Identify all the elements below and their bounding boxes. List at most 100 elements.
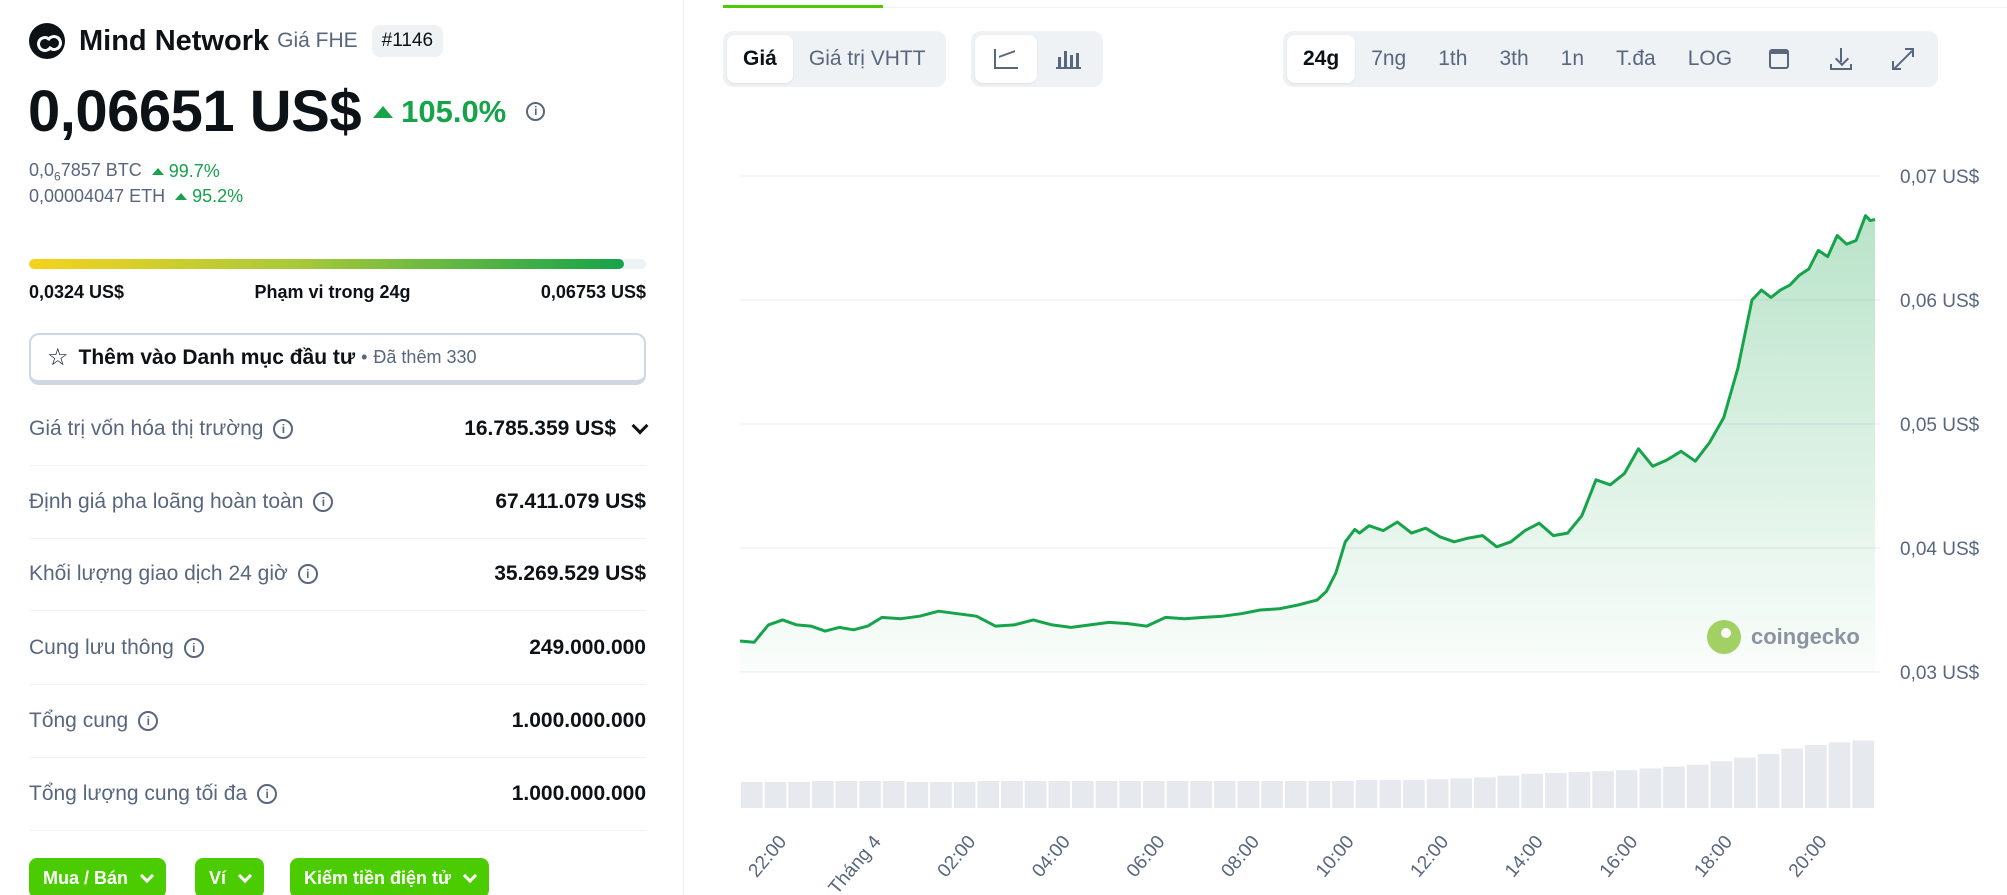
tab-divider	[723, 7, 2007, 8]
info-icon[interactable]: i	[183, 638, 204, 658]
coingecko-watermark: coingecko	[1707, 620, 1860, 654]
x-tick-label: 22:00	[744, 832, 791, 882]
watchlist-separator: •	[361, 347, 368, 367]
volume-bar	[1710, 761, 1733, 808]
coin-header: Mind Network Giá FHE #1146	[29, 22, 444, 60]
x-tick-label: 20:00	[1785, 832, 1832, 882]
range-24h[interactable]: 24g	[1287, 35, 1356, 83]
eth-price: 0,00004047 ETH	[29, 186, 166, 206]
range-1m[interactable]: 1th	[1438, 47, 1468, 70]
tab-price[interactable]: Giá	[727, 35, 793, 83]
volume-bar	[741, 781, 763, 808]
expand-icon	[1892, 48, 1915, 70]
range-3m[interactable]: 3th	[1499, 47, 1529, 70]
btc-price-row: 0,067857 BTC 99.7%	[29, 160, 220, 184]
star-icon: ☆	[47, 344, 69, 371]
price-chart[interactable]: 0,07 US$ 0,06 US$ 0,05 US$ 0,04 US$ 0,03 US$…	[685, 0, 2007, 895]
stat-label: Cung lưu thông i	[29, 636, 204, 660]
volume-bar	[1095, 781, 1118, 808]
volume-bar	[1379, 780, 1402, 808]
x-tick-label: 02:00	[934, 832, 981, 882]
volume-bar	[1805, 745, 1827, 808]
range-label: Phạm vi trong 24g	[254, 282, 411, 302]
stat-row-volume-24h: Khối lượng giao dịch 24 giờ i 35.269.529 U…	[29, 538, 646, 611]
volume-bar	[1592, 771, 1614, 808]
btc-change: 99.7%	[151, 161, 220, 182]
add-to-watchlist-button[interactable]: ☆ Thêm vào Danh mục đầu tư • Đã thêm 330	[29, 333, 646, 385]
volume-bar	[1686, 764, 1709, 808]
chevron-down-icon	[462, 868, 478, 883]
coin-name: Mind Network	[79, 24, 270, 57]
volume-bar	[1072, 781, 1094, 808]
chevron-down-icon[interactable]	[631, 417, 649, 435]
download-button[interactable]	[1810, 35, 1872, 83]
chevron-down-icon	[139, 868, 155, 883]
volume-bar	[1119, 781, 1141, 808]
coingecko-logo-icon	[1707, 620, 1741, 654]
download-icon	[1830, 48, 1853, 70]
volume-bar	[811, 781, 834, 808]
range-bar-fill	[29, 259, 625, 269]
info-icon[interactable]: i	[526, 102, 546, 121]
volume-bar	[1024, 781, 1047, 808]
stat-row-circulating-supply: Cung lưu thông i 249.000.000	[29, 612, 646, 685]
x-tick-label: 14:00	[1501, 832, 1548, 882]
calendar-icon	[1769, 49, 1790, 69]
range-low: 0,0324 US$	[29, 282, 125, 302]
tab-market-cap[interactable]: Giá trị VHTT	[808, 47, 926, 70]
price-change-24h: 105.0%	[373, 94, 506, 130]
volume-bar	[1355, 780, 1378, 808]
volume-bar	[1213, 781, 1236, 808]
volume-bar	[1615, 770, 1638, 808]
volume-bar	[882, 781, 905, 808]
stat-value[interactable]: 16.785.359 US$	[464, 417, 649, 441]
volume-bar	[953, 781, 976, 808]
mind-network-logo-icon	[29, 23, 65, 59]
candlestick-icon	[1055, 49, 1081, 69]
volume-bar	[1521, 773, 1543, 808]
info-icon[interactable]: i	[257, 784, 278, 804]
coin-info-panel: Mind Network Giá FHE #1146 0,06651 US$ 1…	[0, 0, 684, 895]
line-chart-icon	[994, 49, 1018, 69]
coin-symbol: Giá FHE	[277, 29, 358, 52]
fullscreen-button[interactable]	[1872, 35, 1934, 83]
info-icon[interactable]: i	[273, 419, 294, 439]
volume-bar	[1048, 781, 1071, 808]
x-tick-label: 16:00	[1596, 832, 1643, 882]
range-7d[interactable]: 7ng	[1371, 47, 1407, 70]
range-max[interactable]: T.đa	[1616, 47, 1656, 70]
x-tick-label: 10:00	[1312, 832, 1359, 882]
wallet-button[interactable]: Ví	[195, 858, 265, 895]
range-log[interactable]: LOG	[1687, 47, 1733, 70]
info-icon[interactable]: i	[313, 492, 334, 512]
y-tick-label: 0,04 US$	[1900, 539, 1980, 560]
stat-row-max-supply: Tổng lượng cung tối đa i 1.000.000.000	[29, 758, 646, 831]
eth-change: 95.2%	[175, 186, 243, 207]
volume-bar	[835, 781, 858, 808]
info-icon[interactable]: i	[297, 564, 318, 584]
volume-bar	[1497, 775, 1520, 808]
y-tick-label: 0,03 US$	[1900, 663, 1980, 684]
volume-bar	[1284, 781, 1307, 808]
line-chart-button[interactable]	[975, 35, 1037, 83]
rank-badge: #1146	[371, 25, 444, 57]
earn-crypto-button[interactable]: Kiếm tiền điện tử	[290, 858, 490, 895]
buy-sell-button[interactable]: Mua / Bán	[29, 858, 167, 895]
stat-value: 1.000.000.000	[511, 709, 646, 732]
watchlist-label: Thêm vào Danh mục đầu tư	[78, 345, 356, 369]
volume-bar	[1190, 781, 1212, 808]
volume-bar	[977, 781, 1000, 808]
x-tick-label: 04:00	[1028, 832, 1075, 882]
range-1y[interactable]: 1n	[1560, 47, 1584, 70]
volume-bar	[1142, 781, 1165, 808]
stat-value: 35.269.529 US$	[494, 562, 646, 585]
volume-bar	[1474, 777, 1496, 808]
info-icon[interactable]: i	[138, 711, 159, 731]
stat-row-total-supply: Tổng cung i 1.000.000.000	[29, 685, 646, 758]
calendar-button[interactable]	[1748, 35, 1810, 83]
volume-bar	[1544, 772, 1567, 808]
volume-bar	[1734, 757, 1756, 808]
candlestick-button[interactable]	[1037, 35, 1099, 83]
caret-up-icon	[151, 168, 164, 176]
x-tick-label: 12:00	[1407, 832, 1454, 882]
